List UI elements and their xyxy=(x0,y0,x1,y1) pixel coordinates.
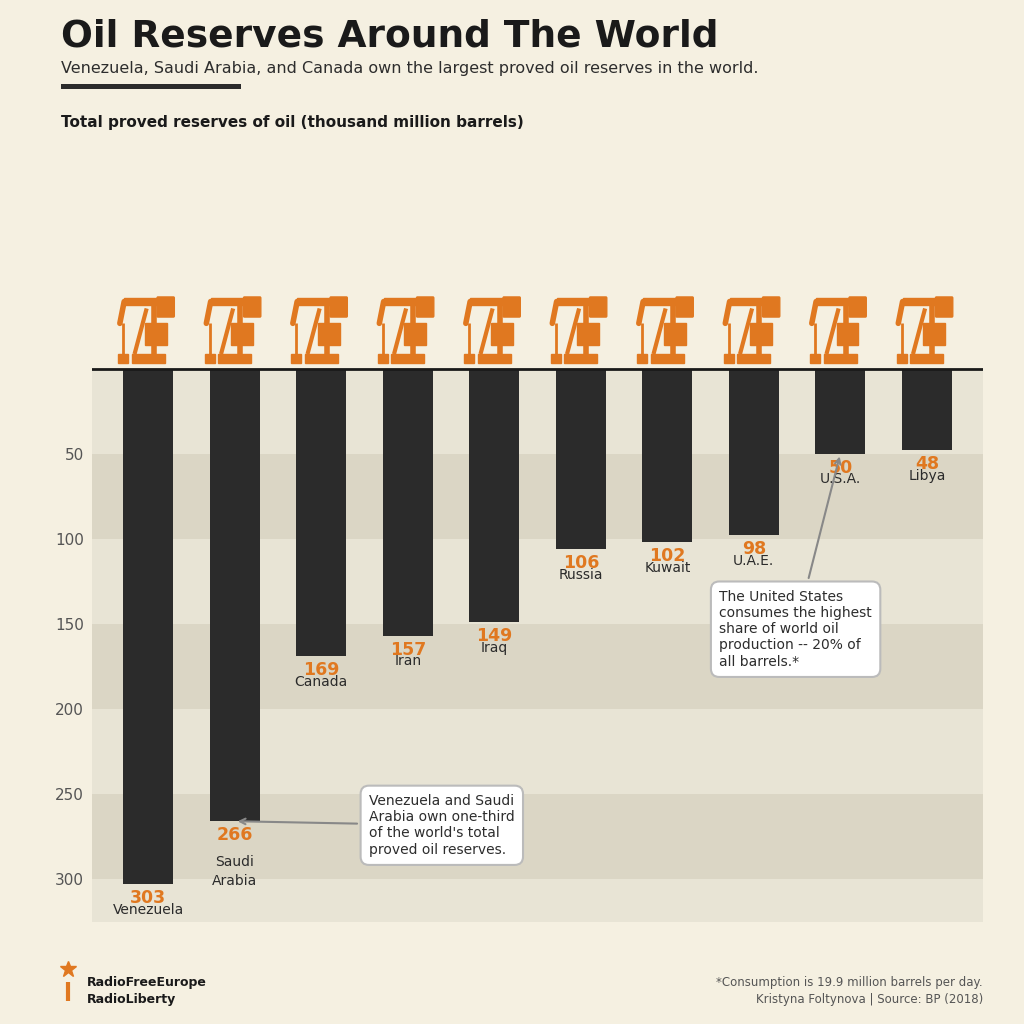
Text: 98: 98 xyxy=(741,541,766,558)
Bar xyxy=(469,369,519,623)
Bar xyxy=(924,324,945,345)
Text: 266: 266 xyxy=(217,826,253,845)
Bar xyxy=(92,794,983,879)
FancyBboxPatch shape xyxy=(936,297,952,317)
Text: Venezuela: Venezuela xyxy=(113,903,184,916)
Text: Libya: Libya xyxy=(908,469,945,483)
Bar xyxy=(92,709,983,794)
Bar xyxy=(404,324,426,345)
Text: 149: 149 xyxy=(476,628,512,645)
Bar xyxy=(557,298,598,305)
Text: 157: 157 xyxy=(390,641,426,658)
Text: Kuwait: Kuwait xyxy=(644,561,690,574)
Bar xyxy=(910,354,943,364)
Text: Oil Reserves Around The World: Oil Reserves Around The World xyxy=(61,18,719,54)
Bar xyxy=(551,354,561,364)
Text: Iraq: Iraq xyxy=(480,641,508,655)
Text: 50: 50 xyxy=(828,459,852,477)
FancyBboxPatch shape xyxy=(849,297,866,317)
Bar xyxy=(92,624,983,709)
Text: U.S.A.: U.S.A. xyxy=(819,472,861,486)
FancyBboxPatch shape xyxy=(244,297,261,317)
Bar xyxy=(478,354,511,364)
FancyBboxPatch shape xyxy=(330,297,347,317)
Bar xyxy=(824,354,857,364)
Bar xyxy=(124,298,166,305)
Text: Saudi
Arabia: Saudi Arabia xyxy=(212,855,257,888)
Bar xyxy=(391,354,424,364)
Bar xyxy=(92,879,983,922)
Text: The United States
consumes the highest
share of world oil
production -- 20% of
a: The United States consumes the highest s… xyxy=(719,459,872,669)
Bar xyxy=(205,354,215,364)
Bar xyxy=(145,324,167,345)
Text: 303: 303 xyxy=(130,889,167,907)
Text: Venezuela, Saudi Arabia, and Canada own the largest proved oil reserves in the w: Venezuela, Saudi Arabia, and Canada own … xyxy=(61,61,759,77)
Bar xyxy=(384,298,425,305)
Text: 102: 102 xyxy=(649,547,685,565)
Bar xyxy=(637,354,647,364)
Bar xyxy=(729,369,779,536)
Bar xyxy=(642,369,692,542)
Bar xyxy=(724,354,734,364)
Bar xyxy=(297,298,339,305)
Bar xyxy=(556,369,606,549)
Bar xyxy=(218,354,251,364)
Text: RadioFreeEurope: RadioFreeEurope xyxy=(87,976,207,989)
Bar xyxy=(737,354,770,364)
Text: *Consumption is 19.9 million barrels per day.: *Consumption is 19.9 million barrels per… xyxy=(717,976,983,989)
Bar xyxy=(92,454,983,539)
Bar xyxy=(730,298,771,305)
Text: Iran: Iran xyxy=(394,654,422,669)
Bar xyxy=(490,324,513,345)
Bar xyxy=(231,324,253,345)
Bar xyxy=(470,298,512,305)
Bar xyxy=(664,324,685,345)
FancyBboxPatch shape xyxy=(157,297,174,317)
Bar xyxy=(378,354,388,364)
Bar xyxy=(816,298,858,305)
FancyBboxPatch shape xyxy=(503,297,520,317)
Bar xyxy=(897,354,907,364)
Text: U.A.E.: U.A.E. xyxy=(733,554,774,568)
Bar xyxy=(317,324,340,345)
Text: Venezuela and Saudi
Arabia own one-third
of the world's total
proved oil reserve: Venezuela and Saudi Arabia own one-third… xyxy=(240,794,515,857)
Text: Kristyna Foltynova | Source: BP (2018): Kristyna Foltynova | Source: BP (2018) xyxy=(756,993,983,1007)
Bar xyxy=(118,354,128,364)
Bar xyxy=(902,298,944,305)
Bar xyxy=(296,369,346,656)
Text: RadioLiberty: RadioLiberty xyxy=(87,993,176,1007)
Bar xyxy=(651,354,684,364)
Bar xyxy=(132,354,165,364)
Bar xyxy=(383,369,433,636)
Bar xyxy=(123,369,173,884)
Text: 48: 48 xyxy=(914,456,939,473)
FancyBboxPatch shape xyxy=(417,297,434,317)
FancyBboxPatch shape xyxy=(676,297,693,317)
Bar xyxy=(305,354,338,364)
Bar xyxy=(902,369,952,451)
FancyBboxPatch shape xyxy=(590,297,607,317)
Text: 106: 106 xyxy=(562,554,599,572)
Bar xyxy=(211,298,252,305)
Bar xyxy=(578,324,599,345)
Bar xyxy=(810,354,820,364)
Text: Total proved reserves of oil (thousand million barrels): Total proved reserves of oil (thousand m… xyxy=(61,115,524,130)
FancyBboxPatch shape xyxy=(763,297,780,317)
Text: 169: 169 xyxy=(303,662,340,679)
Text: Canada: Canada xyxy=(295,675,348,689)
Bar xyxy=(92,539,983,624)
Bar xyxy=(751,324,772,345)
Bar xyxy=(210,369,260,821)
Text: Russia: Russia xyxy=(559,567,603,582)
Bar xyxy=(291,354,301,364)
Bar xyxy=(837,324,858,345)
Bar xyxy=(643,298,685,305)
Bar xyxy=(564,354,597,364)
Bar xyxy=(92,369,983,454)
Bar xyxy=(464,354,474,364)
Bar xyxy=(815,369,865,454)
